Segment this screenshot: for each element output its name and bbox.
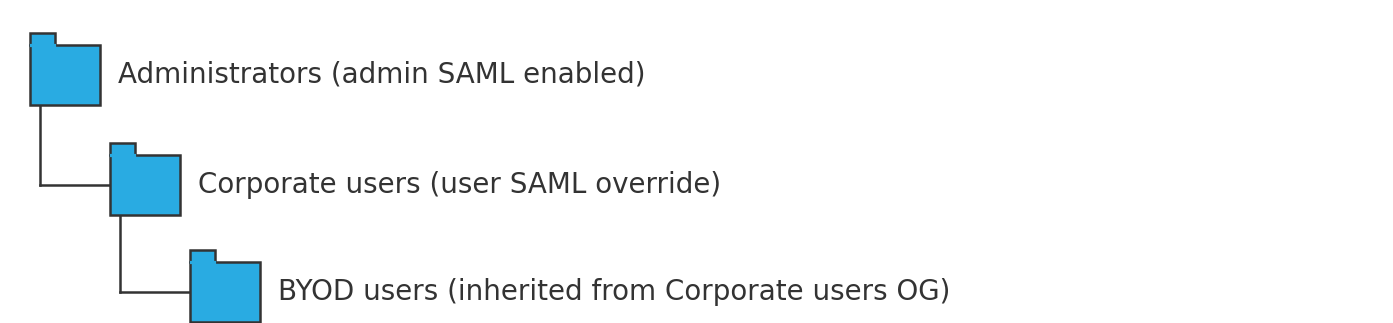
Bar <box>189 250 215 262</box>
Text: Administrators (admin SAML enabled): Administrators (admin SAML enabled) <box>118 61 645 89</box>
Bar <box>31 45 100 105</box>
Bar <box>110 155 180 215</box>
Text: Corporate users (user SAML override): Corporate users (user SAML override) <box>198 171 722 199</box>
Bar <box>110 143 135 155</box>
Bar <box>31 33 54 45</box>
Text: BYOD users (inherited from Corporate users OG): BYOD users (inherited from Corporate use… <box>279 278 950 306</box>
Bar <box>189 262 260 322</box>
